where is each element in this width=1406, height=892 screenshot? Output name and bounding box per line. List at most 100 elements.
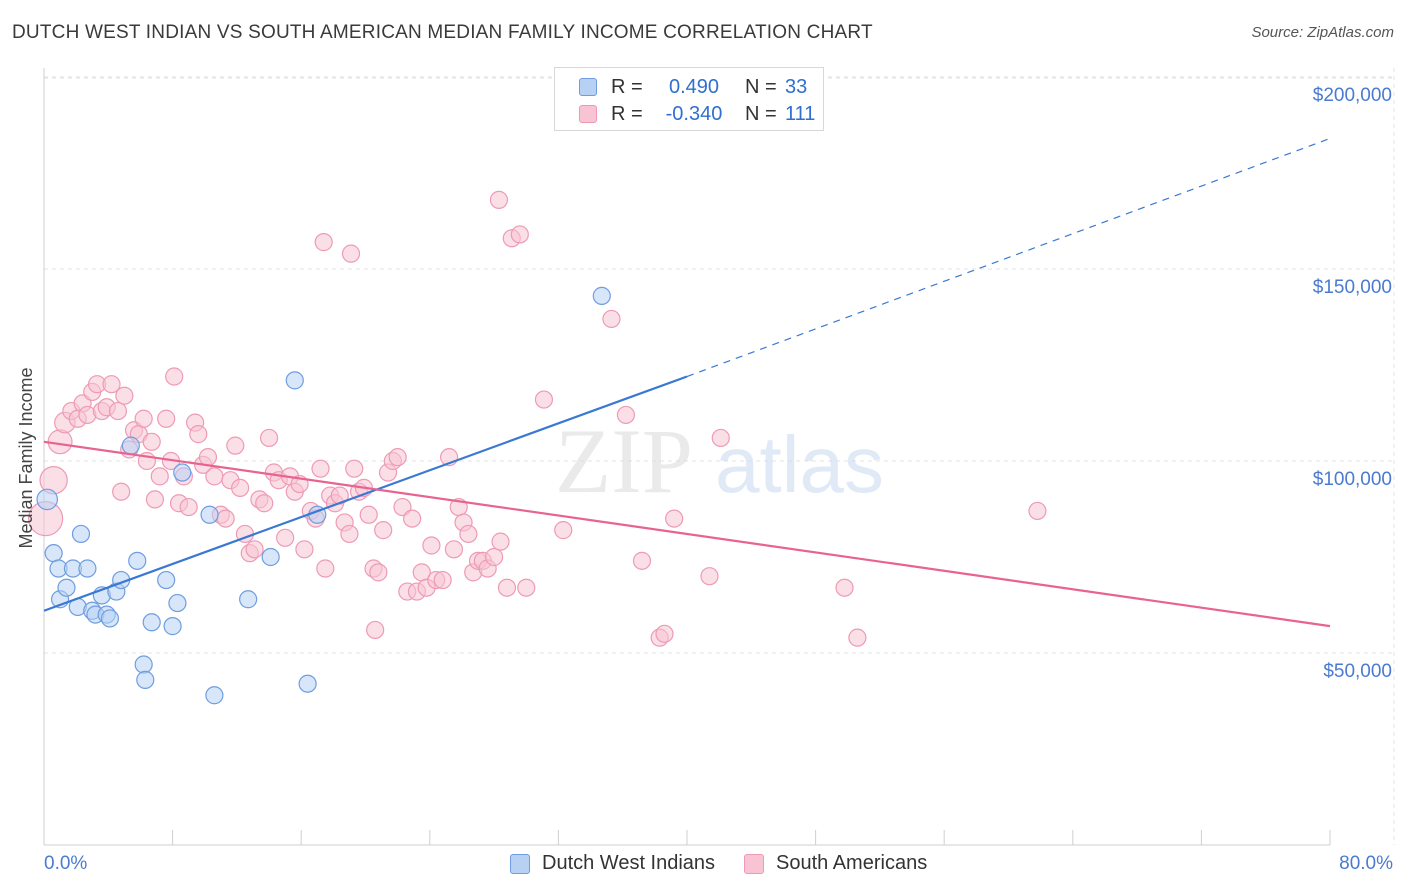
bottom-legend-swatch-pink bbox=[744, 853, 764, 874]
dutch-west-indians-point bbox=[168, 593, 187, 613]
dutch-west-indians-point bbox=[285, 371, 304, 390]
south-americans-point bbox=[179, 497, 198, 517]
south-americans-point bbox=[157, 409, 176, 428]
dutch-west-indians-trend-extension bbox=[686, 137, 1331, 378]
bottom-legend-label-pink: South Americans bbox=[776, 852, 928, 874]
dutch-west-indians-trend bbox=[43, 375, 688, 612]
south-americans-point bbox=[295, 540, 314, 559]
y-tick-label: $200,000 bbox=[1313, 85, 1392, 106]
south-americans-point bbox=[632, 551, 652, 570]
south-americans-point bbox=[835, 578, 854, 597]
south-americans-point bbox=[276, 528, 295, 547]
south-americans-point bbox=[359, 505, 378, 524]
south-americans-point bbox=[205, 467, 224, 486]
dutch-west-indians-point bbox=[163, 617, 182, 636]
y-tick-label: $100,000 bbox=[1313, 469, 1392, 490]
dutch-west-indians-point bbox=[157, 570, 176, 590]
south-americans-point bbox=[497, 578, 517, 597]
south-americans-point bbox=[369, 563, 388, 582]
south-americans-point bbox=[311, 459, 330, 478]
dutch-west-indians-point bbox=[44, 544, 63, 563]
watermark-zip: ZIP bbox=[555, 410, 693, 512]
south-americans-point bbox=[1028, 501, 1047, 521]
dutch-west-indians-point bbox=[200, 505, 219, 524]
south-americans-point bbox=[245, 540, 264, 559]
dutch-west-indians-point bbox=[121, 436, 140, 455]
south-americans-point bbox=[848, 628, 867, 647]
dutch-west-indians-point bbox=[173, 463, 192, 482]
dutch-west-indians-point bbox=[261, 547, 280, 567]
south-americans-point bbox=[444, 540, 464, 559]
south-americans-point bbox=[259, 428, 279, 448]
south-americans-point bbox=[134, 409, 153, 428]
dutch-west-indians-point bbox=[36, 488, 59, 511]
south-americans-point bbox=[102, 375, 121, 394]
watermark-atlas: atlas bbox=[715, 420, 884, 509]
trend-lines bbox=[43, 137, 1331, 628]
south-americans-point bbox=[316, 559, 335, 578]
dutch-west-indians-point bbox=[78, 559, 97, 578]
south-americans-point bbox=[616, 405, 636, 425]
legend-n-label: N = bbox=[745, 102, 777, 125]
bottom-legend-pink: South Americans bbox=[744, 852, 927, 875]
south-americans-point bbox=[112, 482, 131, 501]
south-americans-point bbox=[340, 524, 359, 544]
bottom-legend-label-blue: Dutch West Indians bbox=[542, 852, 716, 874]
dutch-west-indians-point bbox=[136, 670, 155, 689]
dutch-west-indians-point bbox=[205, 686, 224, 705]
south-americans-points bbox=[28, 190, 1047, 647]
legend-r-label: R = bbox=[611, 75, 643, 98]
y-tick-label: $50,000 bbox=[1323, 661, 1392, 682]
south-americans-point bbox=[226, 436, 245, 455]
south-americans-point bbox=[403, 509, 422, 528]
south-americans-point bbox=[366, 620, 385, 640]
tick-labels: $50,000 $100,000 $150,000 $200,000 0.0% 80.0% bbox=[44, 85, 1393, 874]
south-americans-point bbox=[341, 244, 361, 263]
x-tick-label: 80.0% bbox=[1339, 853, 1393, 874]
south-americans-point bbox=[231, 478, 250, 497]
south-americans-point bbox=[711, 428, 730, 448]
south-americans-trend bbox=[43, 440, 1331, 628]
legend-swatch-blue bbox=[579, 78, 597, 96]
legend-r-value: -0.340 bbox=[665, 102, 723, 125]
dutch-west-indians-point bbox=[134, 655, 153, 674]
dutch-west-indians-point bbox=[71, 524, 91, 544]
south-americans-point bbox=[655, 624, 674, 643]
y-tick-label: $150,000 bbox=[1313, 277, 1392, 298]
south-americans-point bbox=[189, 425, 208, 444]
legend-row-blue: R = 0.490 N = 33 bbox=[579, 74, 807, 100]
south-americans-point bbox=[388, 448, 407, 467]
legend-row-pink: R = -0.340 N = 111 bbox=[579, 101, 815, 127]
south-americans-point bbox=[150, 467, 169, 486]
south-americans-point bbox=[459, 524, 478, 544]
chart-title: DUTCH WEST INDIAN VS SOUTH AMERICAN MEDI… bbox=[12, 22, 873, 43]
south-americans-point bbox=[433, 570, 452, 590]
legend-r-value: 0.490 bbox=[668, 75, 720, 98]
south-americans-point bbox=[485, 547, 504, 567]
south-americans-point bbox=[554, 521, 573, 540]
south-americans-point bbox=[314, 233, 333, 252]
south-americans-point bbox=[108, 401, 128, 421]
source-label: Source: ZipAtlas.com bbox=[1251, 24, 1394, 41]
south-americans-point bbox=[374, 521, 393, 540]
bottom-legend-swatch-blue bbox=[510, 853, 530, 874]
y-axis-label: Median Family Income bbox=[16, 367, 36, 548]
south-americans-point bbox=[602, 309, 621, 329]
dutch-west-indians-point bbox=[128, 551, 147, 570]
south-americans-point bbox=[198, 448, 218, 467]
south-americans-point bbox=[145, 490, 165, 509]
axes bbox=[43, 68, 1331, 846]
south-americans-point bbox=[700, 567, 719, 586]
south-americans-point bbox=[489, 190, 509, 209]
watermark: ZIP atlas bbox=[555, 410, 884, 512]
correlation-legend: R = 0.490 N = 33 R = -0.340 N = 111 bbox=[554, 67, 824, 131]
south-americans-point bbox=[345, 459, 364, 478]
south-americans-point bbox=[165, 367, 184, 386]
legend-n-value: 111 bbox=[785, 102, 816, 125]
dutch-west-indians-point bbox=[100, 609, 120, 628]
south-americans-point bbox=[216, 509, 235, 528]
legend-n-label: N = bbox=[745, 75, 777, 98]
dutch-west-indians-point bbox=[592, 286, 611, 305]
south-americans-point bbox=[142, 432, 161, 451]
